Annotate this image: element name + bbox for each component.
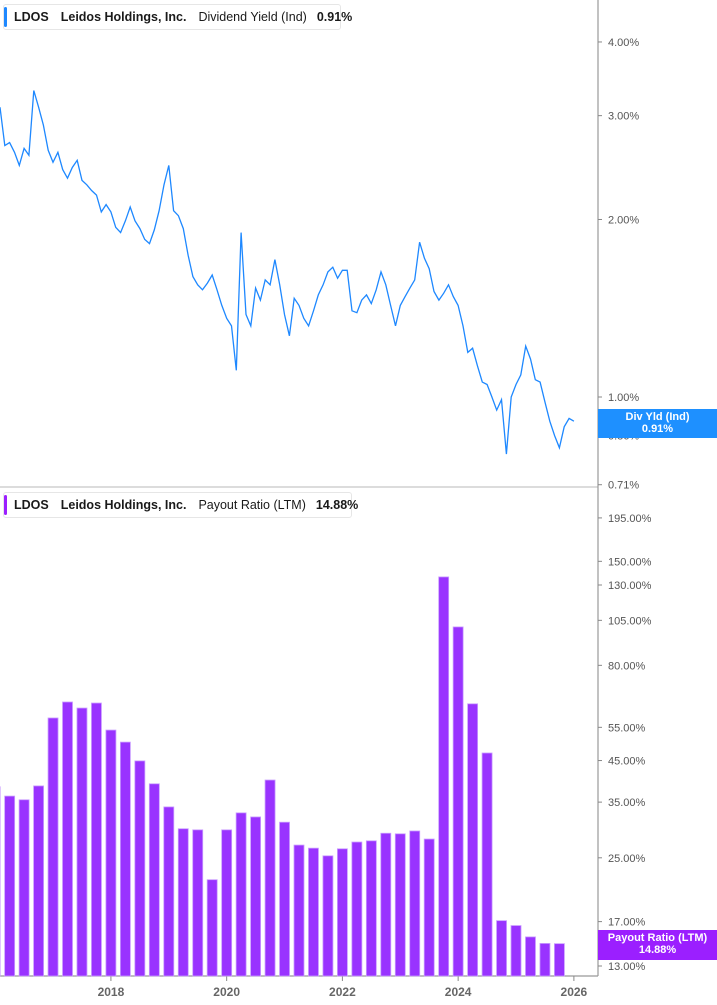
payout-bar bbox=[119, 741, 131, 977]
payout-bar bbox=[47, 717, 59, 977]
series-color-marker bbox=[4, 7, 7, 27]
payout-bar bbox=[438, 576, 450, 977]
payout-bar bbox=[134, 760, 146, 977]
payout-bar bbox=[250, 816, 261, 977]
ticker: LDOS bbox=[14, 10, 49, 24]
y-tick-label: 0.71% bbox=[608, 480, 639, 492]
payout-bar bbox=[365, 840, 377, 977]
payout-bar bbox=[525, 936, 536, 977]
y-tick-label: 17.00% bbox=[608, 917, 646, 929]
bottom-legend: LDOS Leidos Holdings, Inc. Payout Ratio … bbox=[3, 492, 358, 518]
badge-label: Payout Ratio (LTM) bbox=[607, 932, 708, 944]
payout-bar bbox=[18, 799, 30, 977]
payout-value-badge: Payout Ratio (LTM) 14.88% bbox=[598, 930, 717, 960]
y-tick-label: 195.00% bbox=[608, 513, 652, 525]
payout-bar bbox=[91, 702, 102, 977]
x-tick-label: 2026 bbox=[561, 985, 588, 999]
y-tick-label: 130.00% bbox=[608, 580, 652, 592]
payout-bar bbox=[510, 925, 522, 977]
payout-bar bbox=[62, 701, 73, 977]
payout-bar bbox=[394, 833, 406, 977]
payout-bar bbox=[221, 829, 233, 977]
payout-bar bbox=[380, 832, 392, 977]
top-legend: LDOS Leidos Holdings, Inc. Dividend Yiel… bbox=[3, 4, 352, 30]
payout-bar bbox=[163, 806, 175, 977]
metric-name: Dividend Yield (Ind) bbox=[198, 10, 307, 24]
payout-bar bbox=[76, 707, 88, 977]
payout-bar bbox=[337, 848, 348, 977]
y-tick-label: 13.00% bbox=[608, 961, 646, 973]
y-tick-label: 4.00% bbox=[608, 37, 639, 49]
bottom-y-axis: 195.00% 150.00% 130.00% 105.00% 80.00% 55.00%… bbox=[598, 513, 652, 973]
y-tick-label: 45.00% bbox=[608, 756, 646, 768]
payout-bar bbox=[481, 752, 493, 977]
payout-bar bbox=[351, 841, 363, 977]
payout-bar bbox=[554, 943, 565, 977]
payout-bar bbox=[322, 855, 334, 977]
payout-bar bbox=[105, 729, 117, 977]
y-tick-label: 2.00% bbox=[608, 214, 639, 226]
company-name: Leidos Holdings, Inc. bbox=[60, 10, 187, 24]
badge-value: 14.88% bbox=[638, 944, 677, 956]
payout-bar bbox=[308, 847, 319, 977]
payout-bar bbox=[539, 943, 551, 977]
x-tick-label: 2022 bbox=[329, 985, 356, 999]
y-tick-label: 55.00% bbox=[608, 722, 646, 734]
metric-value: 14.88% bbox=[315, 498, 359, 512]
payout-bar bbox=[409, 830, 421, 977]
payout-bar bbox=[177, 828, 189, 977]
payout-bar bbox=[264, 779, 276, 977]
payout-bar bbox=[4, 795, 16, 977]
payout-bar bbox=[467, 703, 479, 977]
payout-bar bbox=[206, 879, 218, 977]
payout-bar bbox=[235, 812, 247, 977]
badge-label: Div Yld (Ind) bbox=[625, 411, 690, 423]
x-axis: 2018 2020 2022 2024 2026 bbox=[98, 976, 588, 999]
x-tick-label: 2020 bbox=[213, 985, 240, 999]
yield-value-badge: Div Yld (Ind) 0.91% bbox=[598, 409, 717, 438]
y-tick-label: 1.00% bbox=[608, 392, 639, 404]
x-tick-label: 2018 bbox=[98, 985, 125, 999]
top-y-axis: 4.00%3.00%2.00%1.00%0.86%0.71% bbox=[598, 37, 639, 492]
y-tick-label: 80.00% bbox=[608, 660, 646, 672]
company-name: Leidos Holdings, Inc. bbox=[60, 498, 187, 512]
payout-bar bbox=[148, 783, 160, 977]
metric-name: Payout Ratio (LTM) bbox=[198, 498, 306, 512]
payout-bar bbox=[452, 626, 464, 977]
y-tick-label: 150.00% bbox=[608, 556, 652, 568]
series-color-marker bbox=[4, 495, 7, 515]
payout-bar bbox=[33, 785, 44, 977]
y-tick-label: 25.00% bbox=[608, 853, 646, 865]
payout-bar bbox=[293, 844, 305, 977]
dividend-yield-line bbox=[0, 90, 575, 455]
badge-value: 0.91% bbox=[641, 423, 674, 435]
ticker: LDOS bbox=[14, 498, 49, 512]
y-tick-label: 105.00% bbox=[608, 615, 652, 627]
payout-bar bbox=[423, 838, 435, 977]
payout-bar bbox=[279, 821, 290, 977]
x-tick-label: 2024 bbox=[445, 985, 472, 999]
y-tick-label: 3.00% bbox=[608, 111, 639, 123]
y-tick-label: 35.00% bbox=[608, 797, 646, 809]
payout-bars bbox=[0, 576, 565, 977]
payout-bar bbox=[192, 829, 204, 977]
metric-value: 0.91% bbox=[316, 10, 353, 24]
payout-bar bbox=[496, 920, 507, 977]
